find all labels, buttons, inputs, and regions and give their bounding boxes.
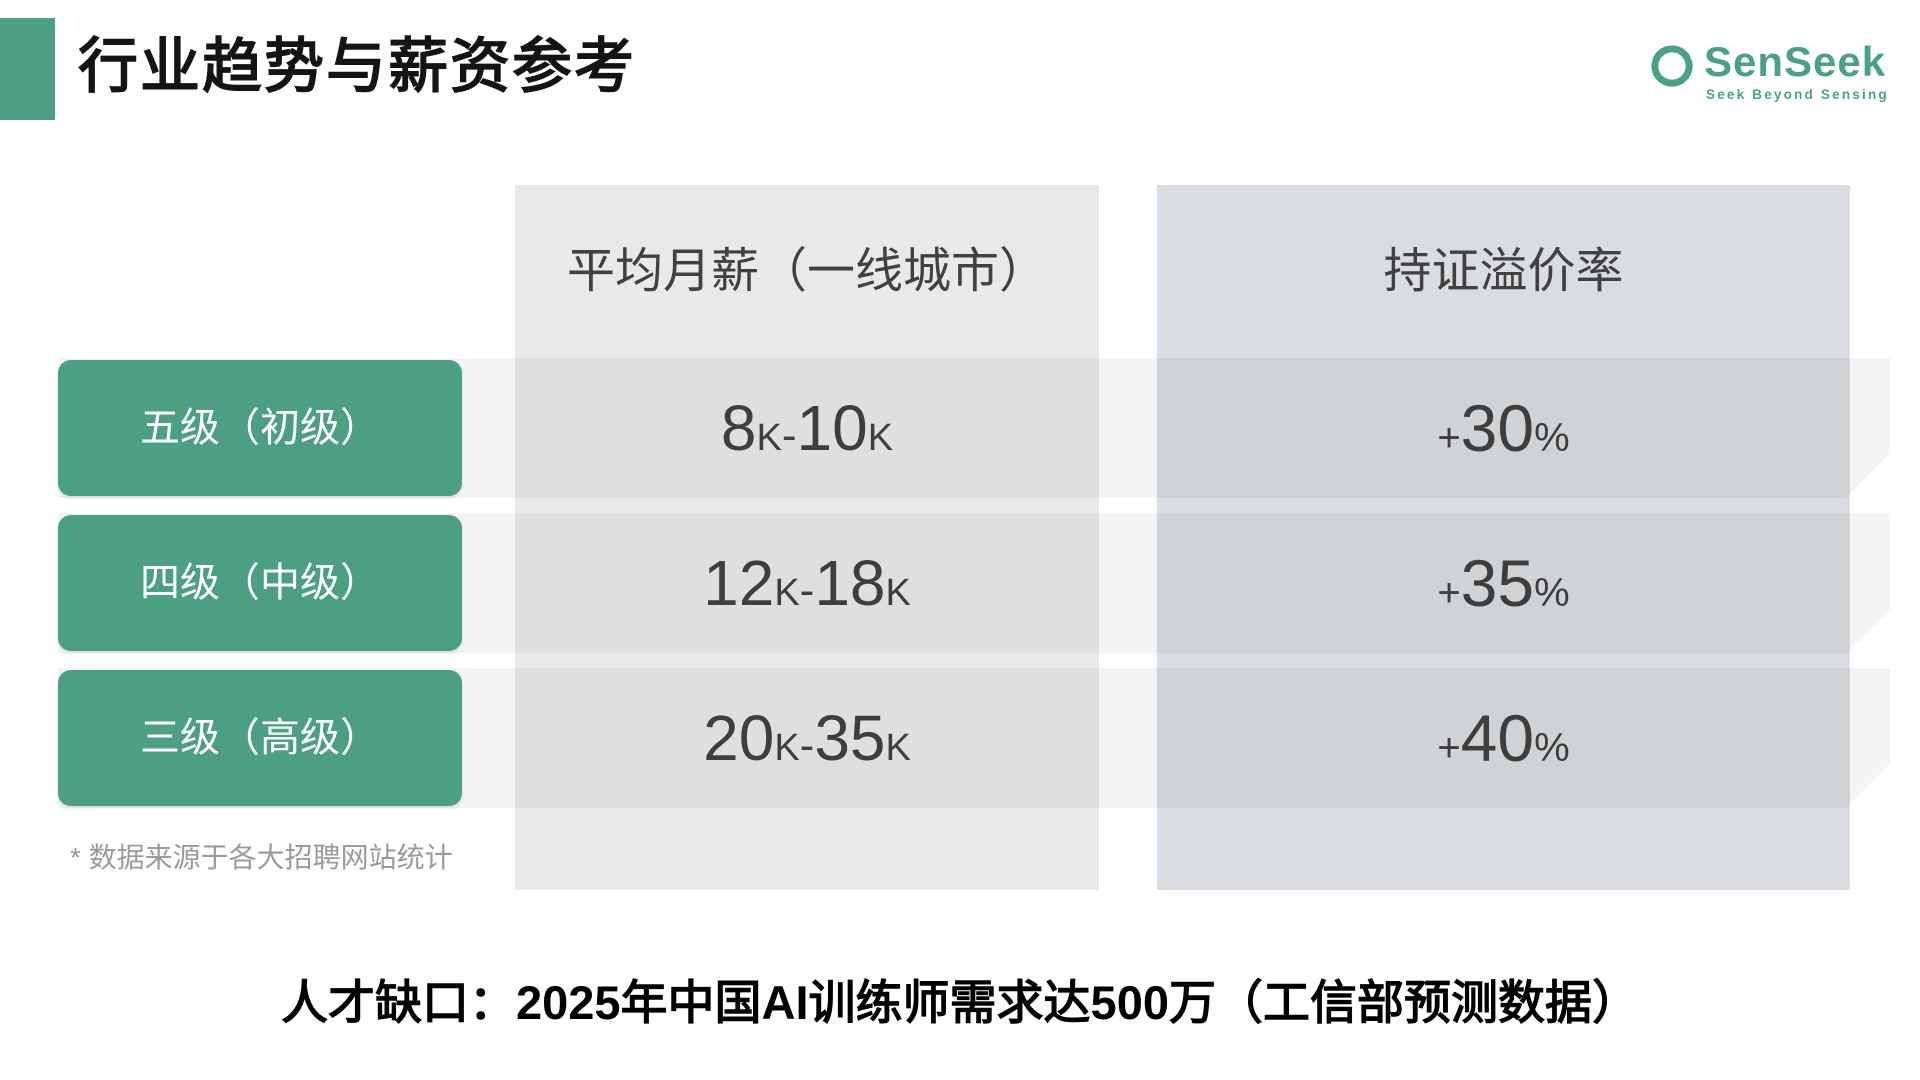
salary-value: 8K-10K [515,358,1099,498]
salary-column-panel [515,185,1099,890]
premium-sign: + [1437,726,1461,770]
logo-tagline: Seek Beyond Sensing [1706,87,1889,102]
column-header-premium: 持证溢价率 [1383,245,1624,298]
row-level-label: 四级（中级） [58,515,462,651]
salary-min: 8 [720,392,757,464]
salary-separator: - [799,721,815,770]
data-source-footnote: * 数据来源于各大招聘网站统计 [70,842,453,873]
salary-max: 10 [796,392,868,464]
salary-min: 20 [703,702,775,774]
premium-number: 30 [1460,391,1535,465]
talent-gap-headline: 人才缺口：2025年中国AI训练师需求达500万（工信部预测数据） [281,976,1639,1029]
premium-column-panel [1157,185,1850,890]
logo-brand-text: SenSeek [1704,38,1887,85]
premium-number: 40 [1460,701,1535,775]
premium-unit: % [1534,571,1570,615]
swirl-aperture-icon [1651,45,1693,87]
premium-value: +40% [1157,668,1850,808]
salary-max: 35 [814,702,886,774]
title-accent-bar [0,18,55,120]
salary-unit: K [774,572,800,614]
premium-sign: + [1437,571,1461,615]
page-title: 行业趋势与薪资参考 [78,33,636,100]
salary-separator: - [781,411,797,460]
row-level-label: 五级（初级） [58,360,462,496]
salary-value: 20K-35K [515,668,1099,808]
premium-value: +30% [1157,358,1850,498]
salary-unit: K [885,727,911,769]
row-level-label: 三级（高级） [58,670,462,806]
salary-value: 12K-18K [515,513,1099,653]
salary-min: 12 [703,547,775,619]
salary-unit: K [867,417,894,459]
salary-unit: K [756,417,782,459]
premium-value: +35% [1157,513,1850,653]
senseek-logo: SenSeek Seek Beyond Sensing [1650,36,1910,108]
salary-separator: - [799,566,815,615]
premium-number: 35 [1460,546,1535,620]
salary-unit: K [885,572,911,614]
salary-unit: K [774,727,800,769]
premium-unit: % [1534,726,1570,770]
premium-unit: % [1534,416,1570,460]
premium-sign: + [1437,416,1461,460]
column-header-salary: 平均月薪（一线城市） [566,245,1047,298]
salary-max: 18 [814,547,886,619]
